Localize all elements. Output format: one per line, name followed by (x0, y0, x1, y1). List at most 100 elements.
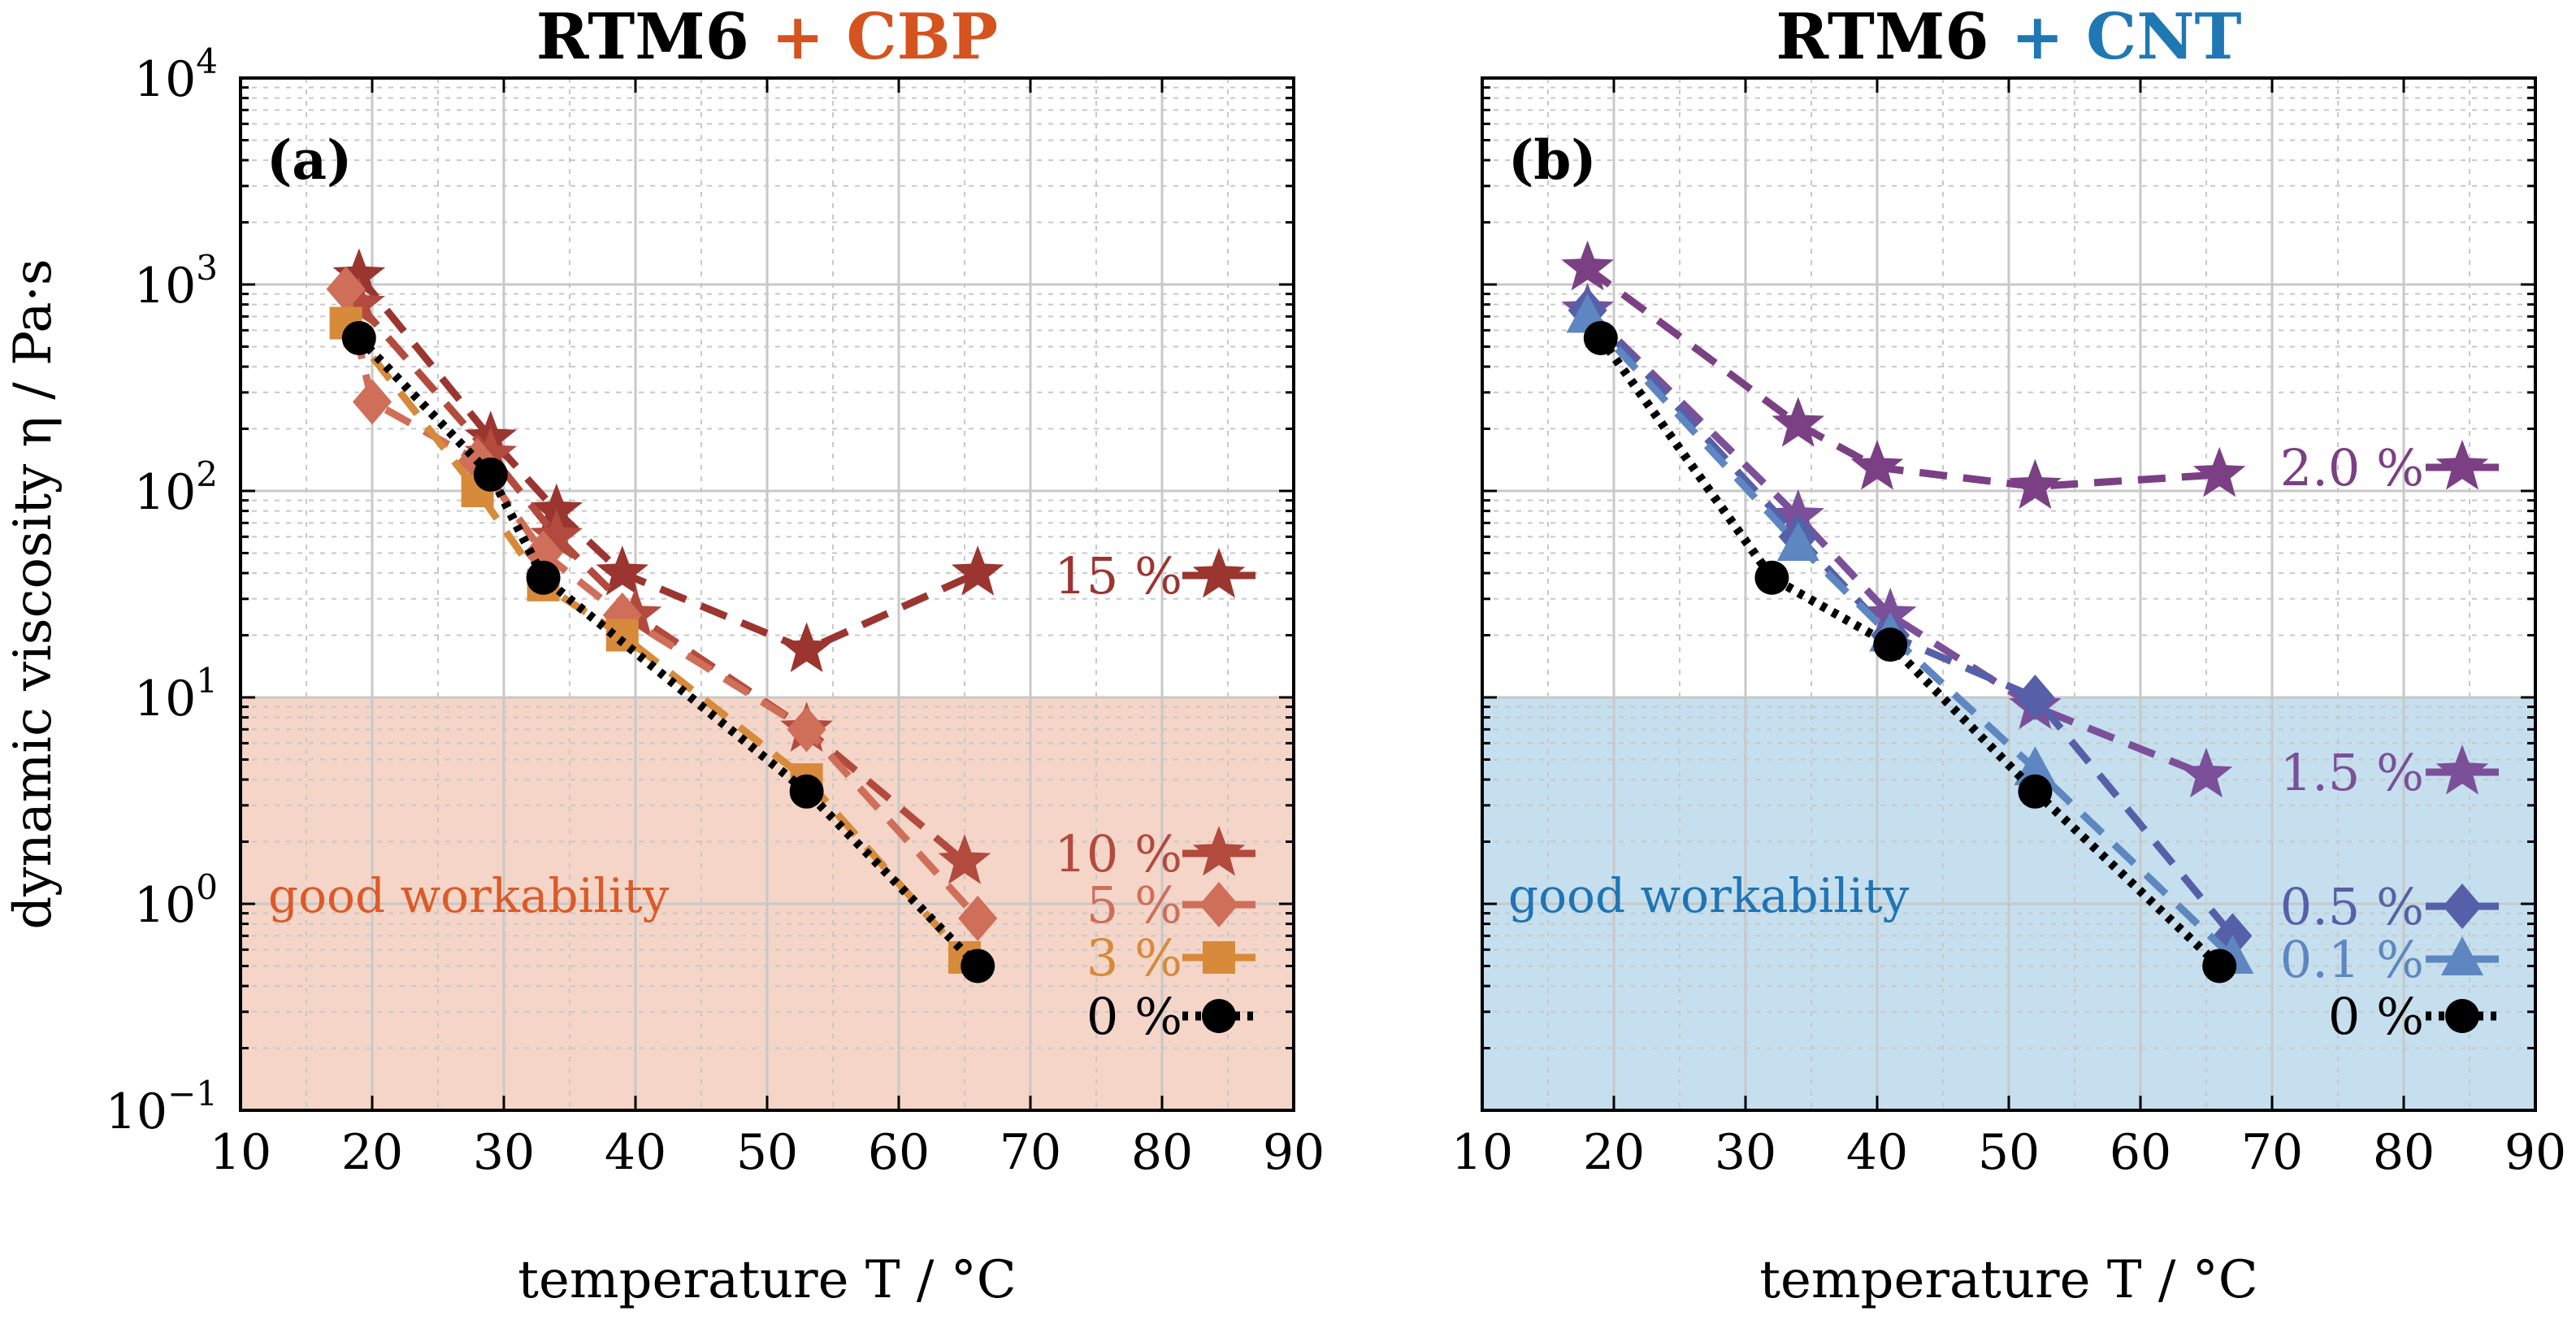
data-point (1772, 397, 1825, 447)
data-point (938, 834, 991, 884)
series-line (1585, 307, 2208, 779)
data-point (1583, 320, 1618, 355)
x-tick-label: 80 (2373, 1124, 2435, 1181)
grid-lines (239, 78, 1295, 1112)
region-label: good workability (1508, 868, 1910, 923)
data-point (2192, 446, 2246, 497)
title-filler: CNT (2086, 0, 2241, 74)
x-tick-label: 30 (473, 1124, 535, 1181)
title-main: RTM6 (536, 0, 749, 74)
x-tick-label: 80 (1131, 1124, 1193, 1181)
legend-label: 10 % (1054, 824, 1182, 884)
x-tick-label: 30 (1715, 1124, 1776, 1181)
x-tick-label: 70 (2241, 1124, 2303, 1181)
x-tick-label: 10 (1451, 1124, 1513, 1181)
panel-label: (b) (1508, 128, 1597, 192)
legend-label: 1.5 % (2280, 743, 2424, 802)
data-point (326, 266, 366, 312)
data-point (332, 276, 386, 328)
x-tick-label: 60 (2110, 1124, 2171, 1181)
data-point (1754, 560, 1789, 595)
panel-label: (a) (267, 128, 352, 192)
legend-marker (1192, 826, 1246, 876)
data-point (1873, 627, 1908, 662)
data-point (2202, 949, 2237, 983)
data-point (780, 622, 833, 672)
x-tick-label: 50 (1978, 1124, 2040, 1181)
legend-marker (2435, 440, 2489, 490)
data-point (2014, 746, 2057, 786)
legend-marker (2435, 745, 2489, 795)
data-point (353, 379, 392, 425)
x-tick-label: 20 (1583, 1124, 1645, 1181)
legend-marker (1203, 941, 1235, 974)
legend-marker (2443, 884, 2482, 929)
data-point (596, 545, 649, 596)
data-point (961, 949, 995, 983)
legend-marker (2445, 999, 2479, 1033)
legend-label: 0.5 % (2280, 877, 2424, 936)
data-point (958, 895, 998, 941)
x-tick-label: 60 (868, 1124, 930, 1181)
legend-label: 2.0 % (2280, 438, 2424, 497)
region-label: good workability (268, 868, 670, 923)
x-tick-label: 20 (341, 1124, 403, 1181)
data-point (2179, 747, 2233, 798)
legend-marker (1192, 548, 1246, 598)
axis-ticks: 10 20 30 40 50 60 70 80 90 (210, 78, 1325, 1181)
x-axis-label: temperature T / °C (518, 1250, 1017, 1310)
chart-title: RTM6 + CNT (1776, 0, 2241, 74)
y-tick-label: 10−1 (106, 1074, 218, 1140)
chart-title: RTM6 + CBP (536, 0, 998, 74)
x-axis-label: temperature T / °C (1759, 1250, 2258, 1310)
data-point (1776, 521, 1819, 561)
title-plus: + (749, 0, 847, 74)
title-filler: CBP (847, 0, 999, 74)
legend-label: 5 % (1086, 875, 1182, 935)
x-tick-label: 40 (1846, 1124, 1908, 1181)
series-group (326, 248, 1004, 983)
series-line (356, 273, 980, 654)
data-point (341, 320, 376, 355)
legend-label: 3 % (1086, 928, 1182, 988)
legend-label: 0 % (2328, 987, 2424, 1046)
series-line (1585, 265, 2220, 491)
legend-label: 0 % (1086, 987, 1182, 1046)
data-point (530, 483, 583, 534)
data-point (473, 457, 508, 492)
series-group (1561, 240, 2254, 983)
title-main: RTM6 (1776, 0, 1988, 74)
data-point (1561, 240, 1614, 291)
data-point (787, 706, 826, 753)
panel-cbp: 15 % 10 %5 %3 %0 % 10 20 30 40 50 60 70 80 90 (a)… (210, 0, 1325, 1310)
data-point (1850, 440, 1904, 490)
legend: 2.0 % 1.5 % 0.5 %0.1 %0 % (2280, 438, 2499, 1046)
data-point (2015, 675, 2055, 720)
legend: 15 % 10 %5 %3 %0 % (1054, 546, 1255, 1046)
data-point (530, 509, 583, 559)
legend-marker (2441, 936, 2483, 975)
data-point (951, 545, 1004, 596)
x-tick-label: 40 (605, 1124, 666, 1181)
x-tick-label: 50 (736, 1124, 798, 1181)
x-tick-label: 70 (1000, 1124, 1061, 1181)
data-point (332, 248, 386, 298)
data-point (526, 560, 561, 595)
y-tick-label: 104 (134, 41, 218, 108)
title-plus: + (1989, 0, 2087, 74)
x-tick-label: 90 (2504, 1124, 2566, 1181)
axis-ticks: 10 20 30 40 50 60 70 80 90 (1451, 78, 2566, 1181)
y-tick-label: 103 (134, 248, 218, 315)
x-tick-label: 10 (210, 1124, 271, 1181)
y-axis-label: dynamic viscosity η / Pa·s (3, 258, 63, 929)
legend-marker (1199, 882, 1238, 927)
series-line (356, 302, 967, 865)
data-point (789, 774, 824, 809)
data-point (464, 427, 518, 477)
y-tick-label: 102 (134, 454, 218, 521)
legend-marker (1202, 999, 1236, 1033)
data-point (2018, 774, 2053, 809)
data-point (2009, 458, 2062, 510)
y-tick-label: 100 (134, 867, 218, 934)
